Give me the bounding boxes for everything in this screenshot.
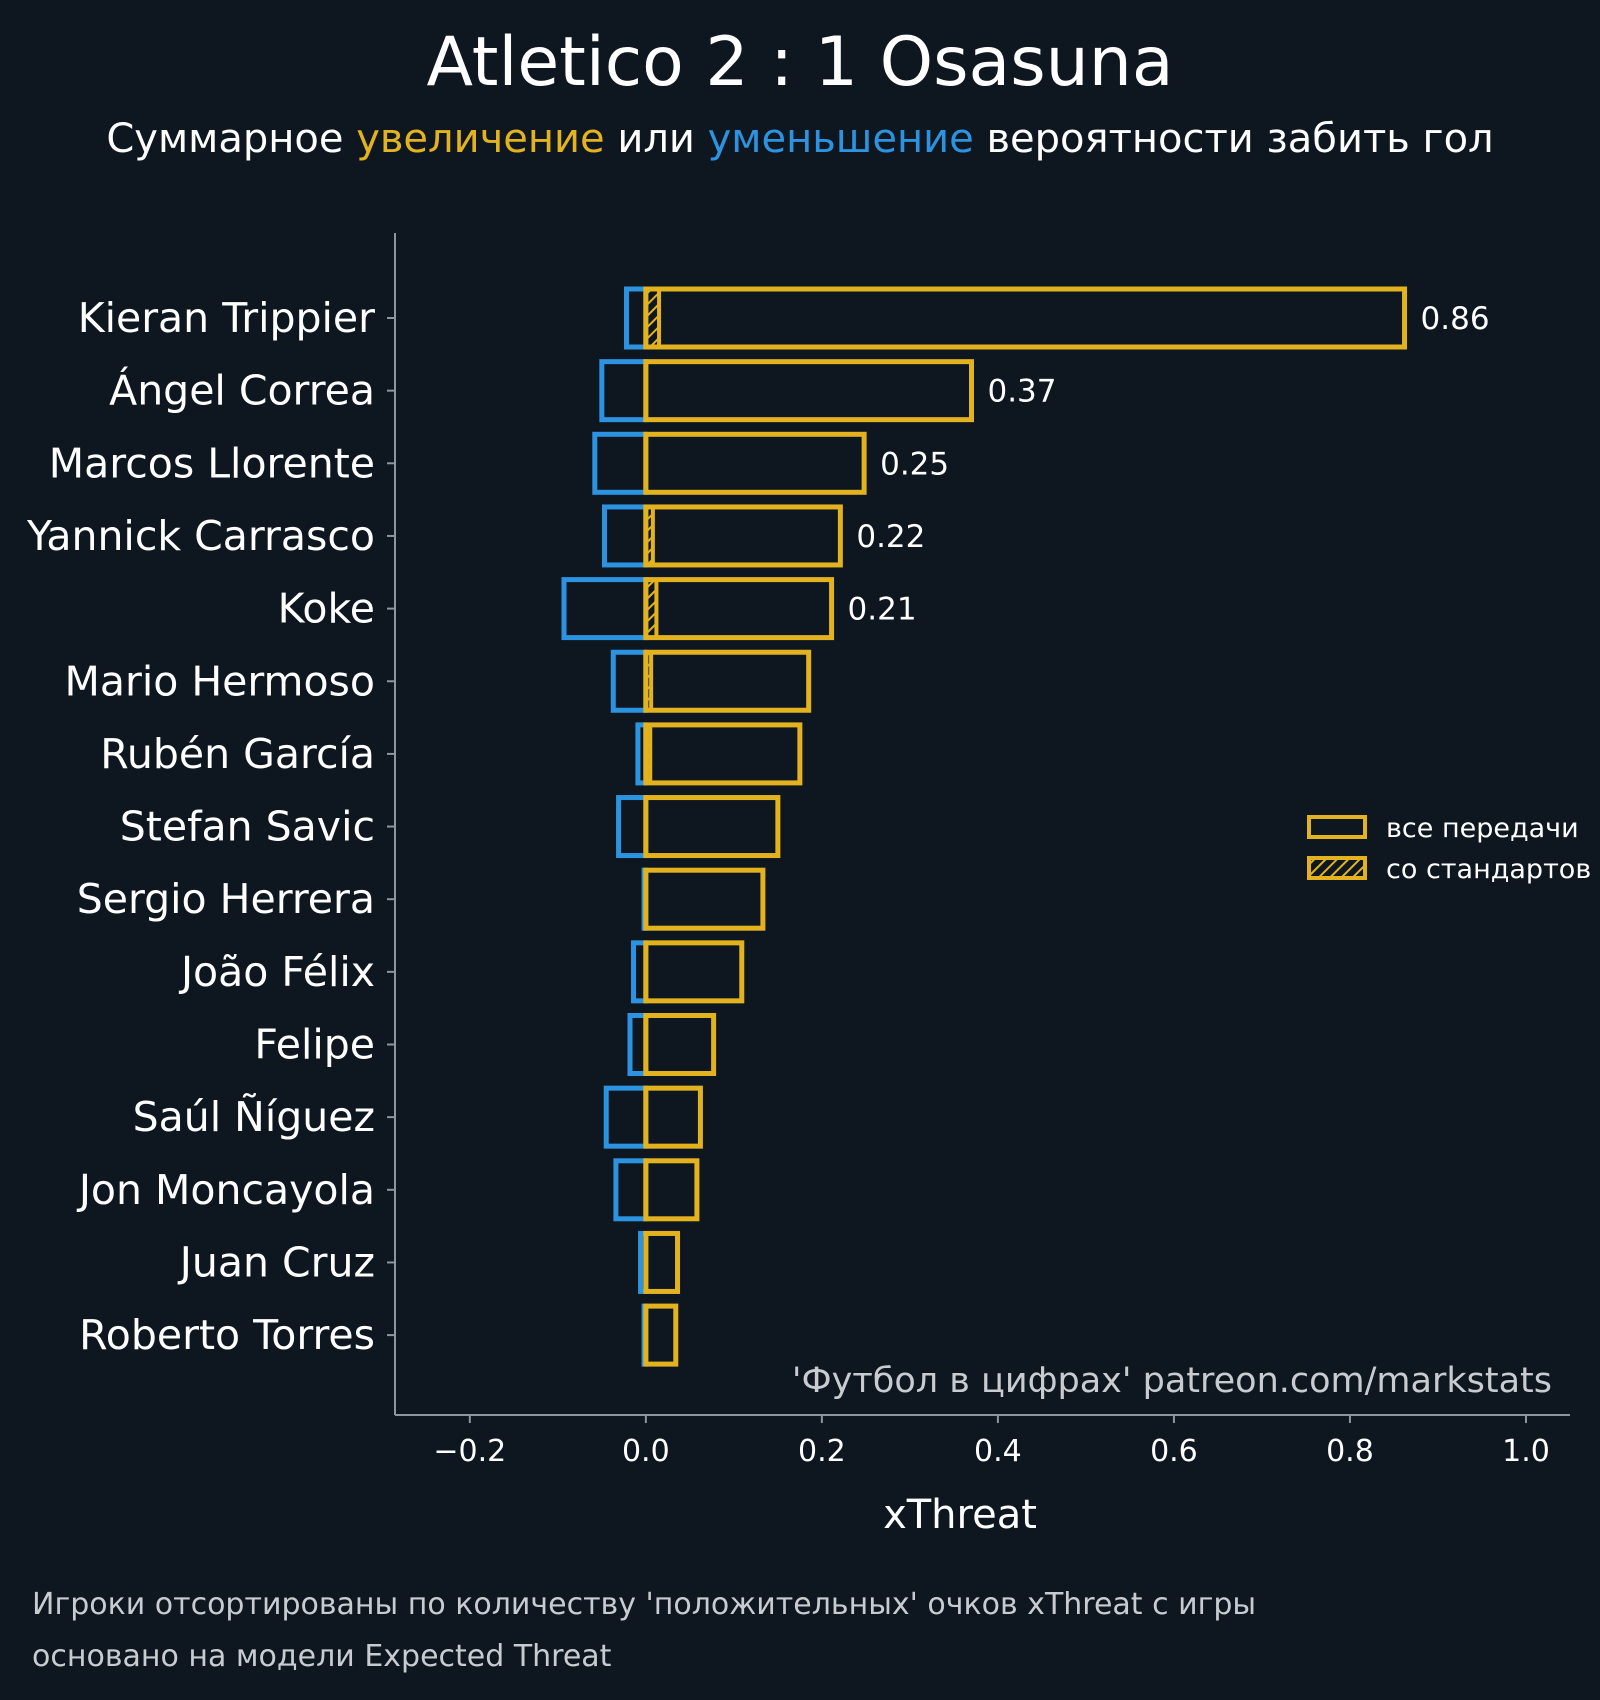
- set-piece-bar: [643, 650, 654, 713]
- negative-bar: [599, 359, 649, 423]
- bars-group: 0.86 0.37 0.25 0.22 0.21: [561, 286, 1490, 1367]
- value-label: 0.37: [987, 374, 1056, 410]
- subtitle-part: или: [605, 116, 708, 162]
- player-label: Mario Hermoso: [64, 657, 375, 705]
- set-piece-bar: [643, 287, 662, 349]
- footer-note-sorting: Игроки отсортированы по количеству 'поло…: [32, 1587, 1256, 1622]
- positive-bar: [643, 504, 843, 568]
- positive-bar: [643, 1230, 681, 1294]
- value-label: 0.25: [880, 446, 949, 482]
- player-label: João Félix: [178, 948, 375, 996]
- value-label: 0.21: [848, 592, 917, 628]
- subtitle-part: уменьшение: [708, 116, 974, 162]
- chart-title: Atletico 2 : 1 Osasuna: [426, 23, 1173, 102]
- positive-bar: [643, 286, 1408, 350]
- subtitle-part: вероятности забить гол: [974, 116, 1494, 162]
- positive-bar: [643, 1303, 679, 1367]
- positive-bar: [643, 359, 974, 423]
- player-label: Saúl Ñíguez: [133, 1093, 375, 1141]
- positive-bar: [643, 867, 766, 931]
- positive-bar: [643, 649, 812, 713]
- legend-swatch-all-passes: [1307, 815, 1367, 839]
- positive-bar: [643, 722, 803, 786]
- chart-subtitle: Суммарное увеличение или уменьшение веро…: [106, 116, 1493, 162]
- x-axis-label: xThreat: [883, 1492, 1037, 1538]
- negative-bar: [616, 795, 649, 859]
- axes-group: −0.2 0.0 0.2 0.4 0.6 0.8 1.0: [387, 233, 1570, 1469]
- subtitle-part: Суммарное: [106, 116, 356, 162]
- x-tick-label: 0.8: [1326, 1434, 1374, 1469]
- negative-bar: [601, 504, 649, 568]
- legend-label-set-pieces: со стандартов: [1386, 854, 1591, 885]
- player-label: Juan Cruz: [177, 1238, 375, 1286]
- x-tick-label: 0.0: [622, 1434, 670, 1469]
- x-tick-label: 1.0: [1502, 1434, 1550, 1469]
- player-label: Sergio Herrera: [77, 875, 375, 923]
- negative-bar: [613, 1158, 649, 1222]
- subtitle-part: увеличение: [356, 116, 604, 162]
- positive-bar: [643, 1085, 703, 1149]
- legend: все передачи со стандартов: [1307, 813, 1591, 885]
- negative-bar: [603, 1085, 649, 1149]
- player-label: Stefan Savic: [120, 803, 375, 851]
- positive-bar: [643, 795, 781, 859]
- player-label: Kieran Trippier: [78, 294, 375, 342]
- positive-bar: [643, 1013, 717, 1076]
- player-label: Roberto Torres: [79, 1311, 375, 1359]
- negative-bar: [623, 286, 649, 350]
- player-label: Marcos Llorente: [49, 439, 375, 487]
- set-piece-bar: [643, 577, 659, 640]
- player-label: Felipe: [254, 1021, 375, 1069]
- player-label: Koke: [278, 585, 375, 633]
- player-label: Yannick Carrasco: [26, 512, 375, 560]
- positive-bar: [643, 1158, 700, 1222]
- credit-text: 'Футбол в цифрах' patreon.com/markstats: [792, 1361, 1552, 1401]
- positive-bar: [643, 577, 835, 641]
- set-piece-bar: [643, 722, 653, 785]
- x-tick-label: 0.2: [798, 1434, 846, 1469]
- positive-bar: [643, 431, 867, 495]
- negative-bar: [610, 649, 649, 713]
- x-tick-label: −0.2: [433, 1434, 506, 1469]
- legend-swatch-set-pieces: [1307, 856, 1367, 880]
- player-label: Ángel Correa: [109, 367, 375, 415]
- negative-bar: [561, 577, 649, 641]
- legend-label-all-passes: все передачи: [1386, 813, 1579, 844]
- player-label: Rubén García: [100, 730, 375, 778]
- positive-bar: [643, 940, 745, 1004]
- x-tick-label: 0.6: [1150, 1434, 1198, 1469]
- value-label: 0.22: [856, 519, 925, 555]
- footer-note-model: основано на модели Expected Threat: [32, 1639, 612, 1674]
- x-tick-label: 0.4: [974, 1434, 1022, 1469]
- set-piece-bar: [643, 504, 655, 567]
- negative-bar: [592, 431, 649, 495]
- value-label: 0.86: [1421, 301, 1490, 337]
- player-label: Jon Moncayola: [76, 1166, 375, 1214]
- player-labels-group: Kieran Trippier Ángel Correa Marcos Lloren…: [26, 294, 375, 1359]
